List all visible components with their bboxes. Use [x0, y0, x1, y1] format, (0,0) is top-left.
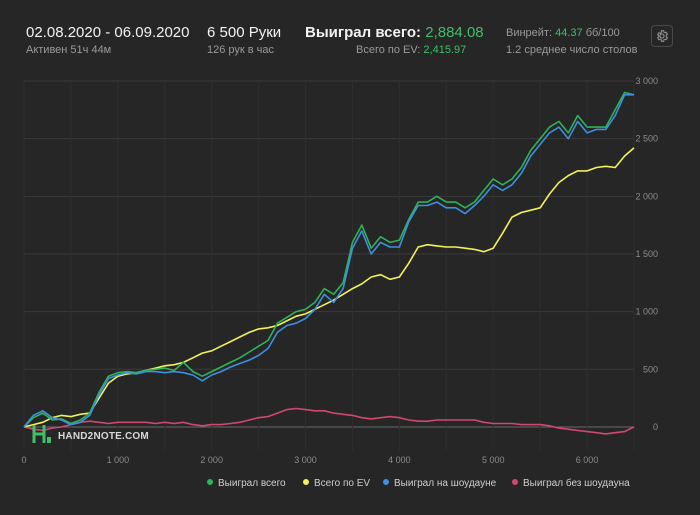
legend-label: Всего по EV [314, 478, 371, 489]
y-tick-label: 2 000 [635, 191, 658, 201]
legend-label: Выиграл на шоудауне [394, 478, 497, 489]
chart-legend: Выиграл всего Всего по EV Выиграл на шоуда… [0, 478, 700, 494]
gear-icon [656, 30, 669, 42]
legend-dot-icon [303, 479, 309, 485]
x-tick-label: 4 000 [388, 455, 411, 465]
settings-button[interactable] [651, 25, 673, 47]
won-total-label: Выиграл всего: [305, 24, 422, 41]
legend-label: Выиграл без шоудауна [523, 478, 630, 489]
hand2note-logo-icon [32, 425, 51, 443]
date-range: 02.08.2020 - 06.09.2020 [26, 24, 190, 41]
y-tick-label: 1 500 [635, 249, 658, 259]
ev-total: Всего по EV: 2,415.97 [356, 44, 466, 56]
x-tick-label: 3 000 [294, 455, 317, 465]
hands-count: 6 500 Руки [207, 24, 282, 41]
winrate: Винрейт: 44.37 бб/100 [506, 27, 620, 39]
stats-header: 02.08.2020 - 06.09.2020 Активен 51ч 44м … [0, 0, 700, 60]
active-time: Активен 51ч 44м [26, 44, 112, 56]
x-tick-label: 2 000 [200, 455, 223, 465]
line-ev-total [23, 147, 635, 428]
legend-ev-total[interactable]: Всего по EV [303, 478, 370, 489]
ev-total-value: 2,415.97 [423, 44, 467, 56]
x-tick-label: 6 000 [576, 455, 599, 465]
y-tick-label: 2 500 [635, 134, 658, 144]
winrate-unit: бб/100 [585, 27, 620, 39]
y-tick-label: 1 000 [635, 307, 658, 317]
legend-label: Выиграл всего [218, 478, 286, 489]
x-tick-label: 0 [21, 455, 26, 465]
legend-non-showdown[interactable]: Выиграл без шоудауна [512, 478, 630, 489]
winrate-label: Винрейт: [506, 27, 553, 39]
y-tick-label: 500 [643, 364, 658, 374]
hands-per-hour: 126 рук в час [207, 44, 275, 56]
legend-dot-icon [512, 479, 518, 485]
won-total: Выиграл всего: 2,884.08 [305, 24, 484, 41]
y-tick-label: 3 000 [635, 76, 658, 86]
average-tables: 1.2 среднее число столов [506, 44, 638, 56]
profit-chart: 0 500 1 000 1 500 2 000 2 500 3 000 0 1 000 2 000… [21, 76, 658, 465]
y-tick-label: 0 [653, 422, 658, 432]
legend-won-total[interactable]: Выиграл всего [207, 478, 286, 489]
won-total-value: 2,884.08 [425, 24, 484, 41]
hand2note-logo-text: HAND2NOTE.COM [58, 431, 149, 442]
line-won-total [23, 91, 635, 428]
line-showdown [23, 93, 634, 428]
x-tick-label: 1 000 [107, 455, 130, 465]
line-non-showdown [23, 407, 635, 435]
legend-showdown[interactable]: Выиграл на шоудауне [383, 478, 496, 489]
x-tick-label: 5 000 [482, 455, 505, 465]
legend-dot-icon [207, 479, 213, 485]
ev-total-label: Всего по EV: [356, 44, 421, 56]
winrate-value: 44.37 [555, 27, 583, 39]
legend-dot-icon [383, 479, 389, 485]
